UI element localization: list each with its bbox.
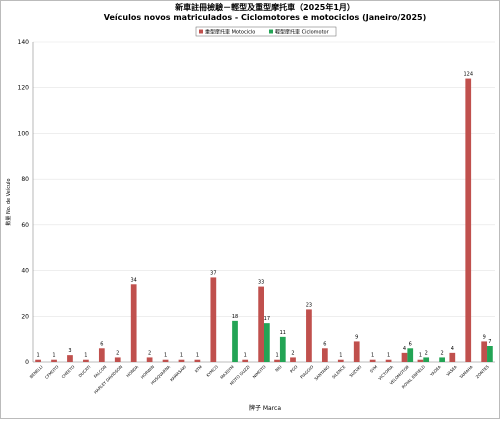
data-label: 9 [355,334,358,340]
data-label: 1 [419,353,422,359]
x-tick-label: PGO [289,364,299,374]
y-tick-label: 60 [21,222,29,229]
y-tick-label: 120 [18,85,30,92]
bar [369,359,376,362]
y-tick-label: 20 [21,313,29,320]
bar [98,348,105,362]
bar [114,357,121,362]
bar [83,359,89,362]
bar [449,352,456,362]
bar [417,359,424,362]
data-label: 17 [264,316,270,322]
data-label: 1 [84,353,87,359]
y-tick-label: 0 [25,359,29,366]
bar [258,286,264,362]
data-label: 4 [403,346,406,352]
y-tick-label: 40 [21,268,29,275]
x-axis-label: 牌子 Marca [249,404,281,412]
legend-swatch [269,29,273,34]
data-label: 34 [130,277,136,283]
bar [210,277,217,362]
bar [465,78,472,363]
bar [401,352,408,362]
y-tick-label: 100 [18,130,30,137]
bar [279,336,286,362]
bar [194,359,201,362]
bar [264,323,270,362]
data-label: 1 [52,353,55,359]
data-label: 33 [258,280,264,286]
x-tick-label: SYM [369,364,379,374]
bar [274,359,280,362]
bar [407,348,414,362]
x-tick-label: KTM [194,364,204,374]
data-label: 1 [339,353,342,359]
y-tick-label: 140 [18,39,30,46]
data-label: 23 [306,302,312,308]
y-axis-label: 數量 No. de Veículo [5,178,12,225]
data-label: 4 [451,346,454,352]
bar [337,359,344,362]
legend-box [195,26,337,37]
x-tick-label: NIU [274,364,283,373]
data-label: 3 [68,348,71,354]
bar [321,348,328,362]
bar [242,359,249,362]
data-label: 2 [148,350,151,356]
bar [51,359,57,362]
data-label: 2 [291,350,294,356]
data-label: 2 [441,350,444,356]
data-label: 37 [210,270,216,276]
bar [385,359,392,362]
legend-label: 重型摩托車 Motociclo [205,29,255,36]
data-label: 6 [409,341,412,347]
data-label: 1 [387,353,390,359]
bar [35,359,41,362]
data-label: 9 [483,334,486,340]
data-label: 6 [100,341,103,347]
data-label: 2 [116,350,119,356]
bar [353,341,360,362]
bar [423,357,430,362]
data-label: 1 [164,353,167,359]
bar [232,320,238,362]
data-label: 18 [232,314,238,320]
data-label: 2 [425,350,428,356]
data-label: 1 [196,353,199,359]
chart-title: 新車註冊檢驗－輕型及重型摩托車（2025年1月） [175,2,355,12]
legend-label: 輕型摩托車 Ciclomotor [275,29,330,36]
legend-swatch [199,29,203,34]
data-label: 1 [275,353,278,359]
data-label: 1 [37,353,40,359]
data-label: 1 [371,353,374,359]
data-label: 1 [180,353,183,359]
data-label: 1 [244,353,247,359]
bar [67,355,73,362]
y-tick-label: 80 [21,176,29,183]
bar [162,359,169,362]
bar [178,359,185,362]
bar [487,346,493,362]
bar [146,357,153,362]
bar [481,341,488,362]
data-label: 124 [463,72,473,78]
data-label: 11 [280,330,286,336]
bar [306,309,312,362]
data-label: 6 [323,341,326,347]
bar [130,284,137,362]
data-label: 7 [488,339,491,345]
chart-subtitle: Veículos novos matriculados - Ciclomotor… [104,13,427,22]
bar [290,357,296,362]
bar [439,357,445,362]
